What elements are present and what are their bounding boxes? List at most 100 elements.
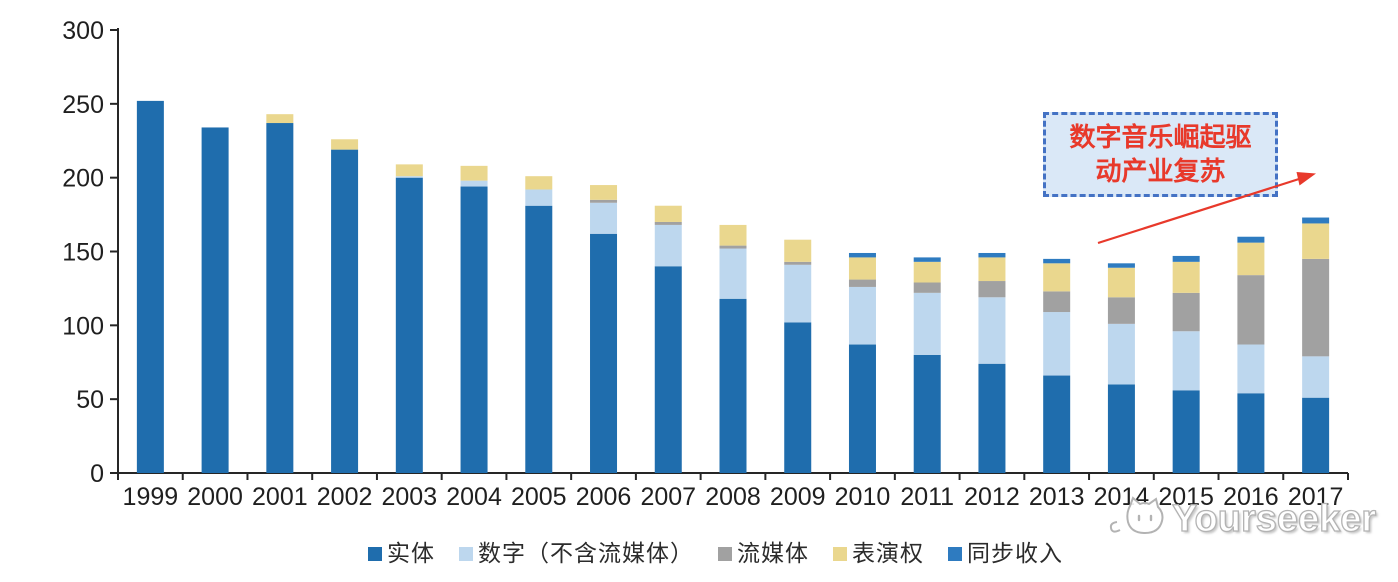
legend-item: 表演权: [833, 542, 924, 565]
x-axis-category-label: 2006: [576, 483, 632, 511]
bar-segment-2017: [1302, 217, 1330, 224]
bar-segment-2016: [1237, 344, 1265, 394]
bar-segment-2001: [266, 123, 294, 473]
annotation-callout: 数字音乐崛起驱 动产业复苏: [1043, 112, 1278, 197]
bar-segment-2012: [978, 252, 1006, 258]
bar-segment-2013: [1043, 375, 1071, 473]
y-axis-tick-label: 150: [62, 239, 104, 267]
legend-label: 同步收入: [967, 541, 1063, 566]
x-axis-category-label: 2012: [964, 483, 1020, 511]
bar-segment-2008: [719, 248, 747, 299]
bar-segment-2000: [201, 127, 229, 474]
bar-segment-2013: [1043, 263, 1071, 292]
bar-segment-2015: [1172, 292, 1200, 332]
bar-segment-2001: [266, 114, 294, 124]
watermark: Yourseeker: [1106, 494, 1377, 544]
bar-segment-2016: [1237, 275, 1265, 345]
bar-segment-2017: [1302, 223, 1330, 259]
y-axis-tick-label: 250: [62, 91, 104, 119]
x-axis-category-label: 2000: [187, 483, 243, 511]
bar-segment-2016: [1237, 236, 1265, 243]
bar-segment-2009: [784, 239, 812, 262]
legend-swatch-icon: [948, 546, 962, 561]
x-axis-category-label: 2010: [835, 483, 891, 511]
x-axis-category-label: 2007: [640, 483, 696, 511]
bar-segment-2015: [1172, 255, 1200, 262]
cat-logo-icon: [1109, 496, 1164, 535]
bar-segment-2008: [719, 224, 747, 246]
bar-segment-2008: [719, 298, 747, 473]
bar-segment-2004: [460, 180, 488, 187]
y-axis-tick-label: 100: [62, 312, 104, 340]
bar-segment-2014: [1107, 297, 1135, 324]
bar-segment-2017: [1302, 258, 1330, 357]
bar-segment-2017: [1302, 397, 1330, 473]
bar-segment-2002: [331, 139, 359, 150]
y-axis-tick-label: 300: [62, 17, 104, 45]
bar-segment-2007: [654, 224, 682, 267]
bar-segment-2012: [978, 363, 1006, 473]
bar-segment-2006: [590, 233, 618, 473]
bar-segment-2002: [331, 149, 359, 474]
y-axis-tick-label: 50: [76, 386, 104, 414]
bar-segment-2012: [978, 281, 1006, 298]
watermark-text: Yourseeker: [1171, 498, 1377, 540]
bar-segment-2012: [978, 257, 1006, 282]
x-axis-category-label: 2008: [705, 483, 761, 511]
x-axis-category-label: 2017: [1288, 483, 1344, 511]
bar-segment-2011: [913, 292, 941, 355]
bar-segment-2007: [654, 221, 682, 225]
x-axis-category-label: 2002: [317, 483, 373, 511]
annotation-text-line2: 动产业复苏: [1095, 156, 1226, 186]
bar-segment-2013: [1043, 258, 1071, 264]
x-axis-category-label: 1999: [123, 483, 179, 511]
bar-segment-2003: [395, 177, 423, 473]
legend-item: 同步收入: [948, 542, 1063, 565]
bar-segment-2007: [654, 266, 682, 473]
legend-item: 实体: [368, 542, 435, 565]
bar-segment-2004: [460, 186, 488, 473]
x-axis-category-label: 2005: [511, 483, 567, 511]
bar-segment-2010: [848, 252, 876, 258]
bar-segment-2004: [460, 165, 488, 181]
annotation-text-line1: 数字音乐崛起驱: [1069, 122, 1252, 152]
x-axis-category-label: 2016: [1223, 483, 1279, 511]
x-axis-category-label: 2013: [1029, 483, 1085, 511]
bar-segment-2006: [590, 202, 618, 234]
x-axis-category-label: 2001: [252, 483, 308, 511]
bar-segment-2011: [913, 282, 941, 293]
bar-segment-2010: [848, 344, 876, 473]
x-axis-category-label: 2004: [446, 483, 502, 511]
legend-swatch-icon: [368, 546, 382, 561]
legend-label: 数字（不含流媒体）: [478, 541, 694, 566]
bar-segment-2010: [848, 257, 876, 280]
bar-segment-2003: [395, 164, 423, 177]
chart-legend: 实体 数字（不含流媒体） 流媒体 表演权 同步收入: [368, 542, 1063, 565]
x-axis-category-label: 2009: [770, 483, 826, 511]
legend-swatch-icon: [718, 546, 732, 561]
bar-segment-2014: [1107, 267, 1135, 298]
legend-label: 流媒体: [737, 541, 809, 566]
bar-segment-2011: [913, 257, 941, 262]
bar-segment-2015: [1172, 261, 1200, 293]
legend-label: 表演权: [852, 541, 924, 566]
bar-segment-2005: [525, 205, 553, 473]
bar-segment-2003: [395, 176, 423, 178]
bar-segment-2011: [913, 354, 941, 473]
bar-segment-2009: [784, 322, 812, 473]
x-axis-category-label: 2015: [1158, 483, 1214, 511]
legend-item: 流媒体: [718, 542, 809, 565]
bar-segment-2011: [913, 261, 941, 283]
x-axis-category-label: 2003: [382, 483, 438, 511]
bar-segment-2013: [1043, 291, 1071, 313]
bar-segment-2016: [1237, 242, 1265, 276]
bar-segment-2016: [1237, 393, 1265, 473]
bar-segment-1999: [136, 100, 164, 473]
x-axis-category-label: 2011: [900, 483, 954, 511]
bar-segment-2013: [1043, 312, 1071, 376]
bar-segment-2014: [1107, 263, 1135, 268]
bar-segment-2010: [848, 279, 876, 287]
bar-segment-2015: [1172, 331, 1200, 391]
